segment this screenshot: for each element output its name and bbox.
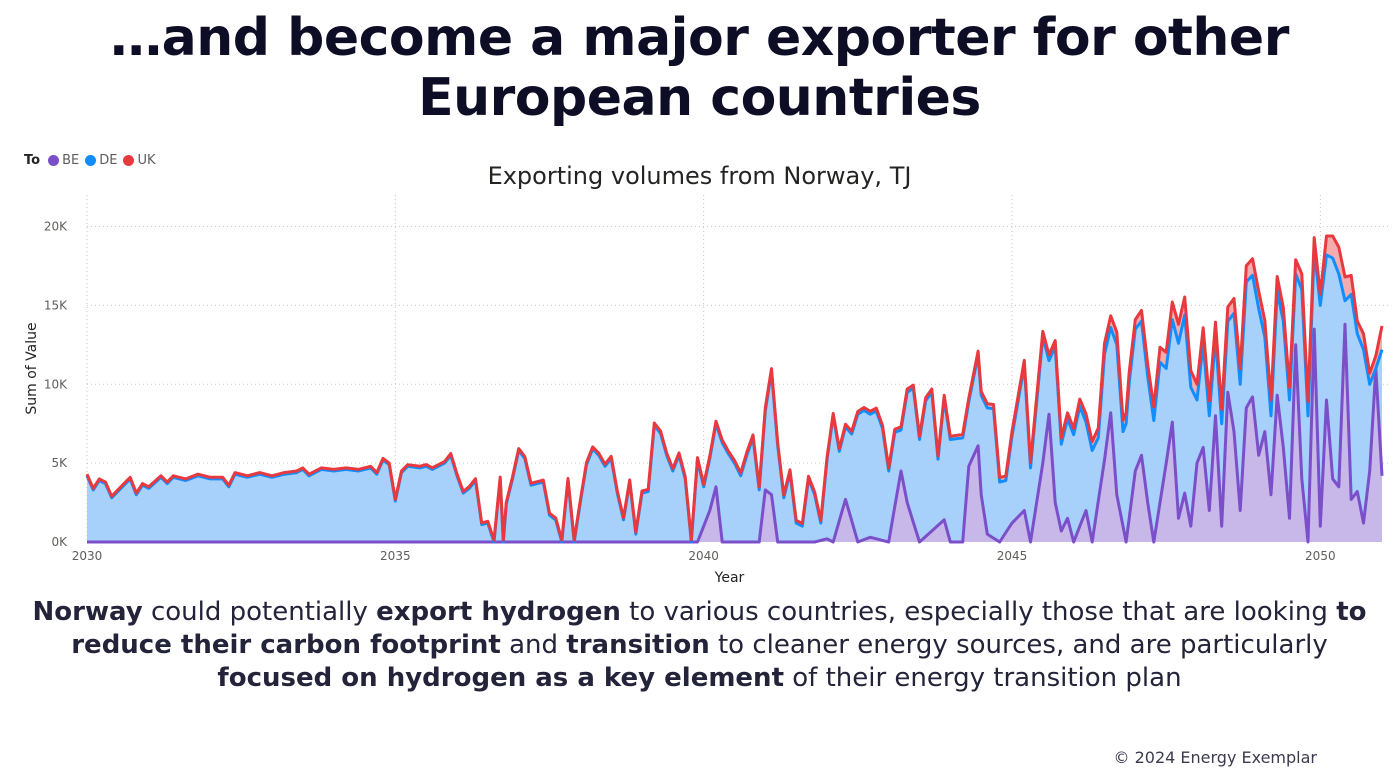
body-strong-5: to reduce their carbon footprint xyxy=(71,597,1367,660)
x-axis-label: Year xyxy=(714,570,745,586)
body-text-2: could potentially xyxy=(142,597,377,627)
legend-item-uk[interactable]: UK xyxy=(123,153,156,168)
x-tick-label: 2035 xyxy=(380,549,411,563)
y-tick-label: 15K xyxy=(44,298,68,312)
legend-dot-de-icon xyxy=(85,155,97,166)
export-volume-chart: 0K 5K 10K 15K 20K 2030 2035 2040 2045 2050 Sum o… xyxy=(24,195,1388,586)
body-text-10: of their energy transition plan xyxy=(784,663,1182,693)
body-strong-3: export hydrogen xyxy=(376,597,621,627)
x-tick-label: 2040 xyxy=(688,549,719,563)
headline: …and become a major exporter for other E… xyxy=(0,8,1399,128)
area-de xyxy=(87,250,1382,542)
series-areas xyxy=(87,236,1382,542)
legend-label-be: BE xyxy=(62,153,80,168)
y-tick-label: 5K xyxy=(51,456,68,470)
body-text-8: to cleaner energy sources, and are parti… xyxy=(709,630,1328,660)
y-tick-label: 20K xyxy=(44,220,68,234)
legend-item-de[interactable]: DE xyxy=(85,153,117,168)
body-strong-1: Norway xyxy=(32,597,143,627)
y-axis-ticks: 0K 5K 10K 15K 20K xyxy=(44,220,68,549)
y-tick-label: 0K xyxy=(51,535,68,549)
body-text-4: to various countries, especially those t… xyxy=(620,597,1337,627)
body-strong-9: focused on hydrogen as a key element xyxy=(217,663,784,693)
body-strong-7: transition xyxy=(566,630,710,660)
legend-dot-uk-icon xyxy=(123,155,135,166)
headline-line-1: …and become a major exporter for other xyxy=(110,8,1289,68)
x-axis-ticks: 2030 2035 2040 2045 2050 xyxy=(72,549,1336,563)
y-tick-label: 10K xyxy=(44,377,68,391)
y-axis-label: Sum of Value xyxy=(24,322,40,414)
legend-label-de: DE xyxy=(99,153,118,168)
legend-item-be[interactable]: BE xyxy=(48,153,79,168)
line-be xyxy=(87,322,1384,544)
x-tick-label: 2050 xyxy=(1305,549,1336,563)
area-be xyxy=(87,324,1382,542)
headline-line-2: European countries xyxy=(418,68,981,128)
x-tick-label: 2030 xyxy=(72,549,103,563)
legend-dot-be-icon xyxy=(48,155,60,166)
x-tick-label: 2045 xyxy=(997,549,1028,563)
chart-title: Exporting volumes from Norway, TJ xyxy=(487,162,912,190)
copyright-notice: © 2024 Energy Exemplar xyxy=(1113,748,1318,767)
legend-label-uk: UK xyxy=(137,153,156,168)
body-paragraph: Norway could potentially export hydrogen… xyxy=(30,596,1369,695)
line-uk xyxy=(85,234,1384,542)
chart-legend: To BE DE UK xyxy=(24,153,162,168)
body-text-6: and xyxy=(500,630,567,660)
series-lines xyxy=(85,234,1384,544)
legend-title: To xyxy=(24,153,41,168)
